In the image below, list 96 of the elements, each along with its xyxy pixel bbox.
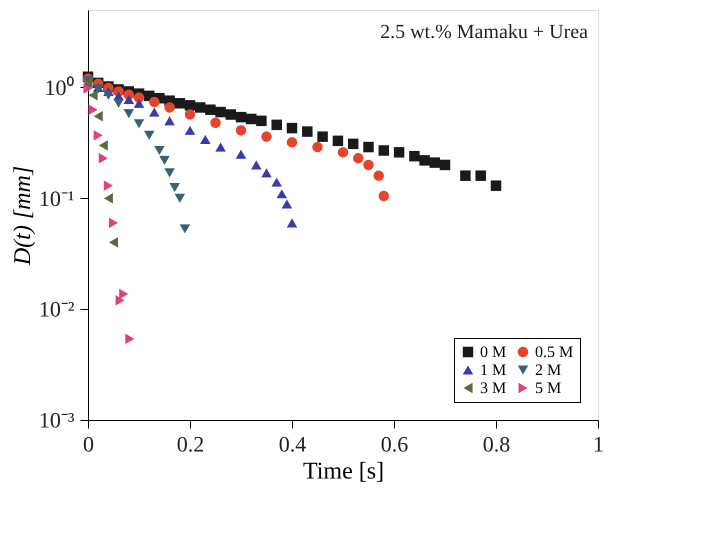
point	[104, 180, 113, 191]
point	[149, 108, 160, 117]
point	[338, 147, 348, 158]
point	[236, 112, 246, 122]
point	[154, 146, 165, 156]
legend-label: 1 M	[480, 362, 506, 379]
point	[144, 130, 154, 140]
point	[286, 137, 298, 148]
point	[104, 193, 113, 204]
point	[276, 189, 288, 198]
x-tick-label: 0.8	[482, 432, 510, 456]
x-tick-label: 0.2	[176, 432, 204, 456]
point	[286, 122, 298, 134]
point	[184, 100, 196, 111]
point	[180, 224, 190, 234]
point	[475, 170, 486, 181]
point	[312, 142, 323, 152]
point	[373, 170, 384, 181]
point	[256, 116, 267, 126]
point	[164, 168, 175, 178]
point	[419, 155, 430, 166]
point	[103, 90, 114, 100]
x-tick-label: 0.4	[278, 432, 306, 456]
point	[348, 138, 358, 150]
point	[164, 116, 175, 126]
legend-label: 0.5 M	[535, 344, 574, 361]
legend-label: 2 M	[535, 362, 562, 379]
point	[332, 136, 344, 146]
legend-label: 3 M	[480, 380, 506, 397]
point	[108, 218, 118, 228]
y-tick-label: 10⁻²	[38, 296, 75, 322]
point	[215, 106, 226, 118]
point	[210, 118, 221, 128]
point	[378, 145, 390, 156]
point	[184, 126, 196, 135]
annotation: 2.5 wt.% Mamaku + Urea	[380, 21, 588, 43]
point	[94, 111, 103, 122]
point	[430, 157, 440, 168]
point	[378, 190, 390, 202]
point	[440, 160, 450, 170]
point	[353, 152, 364, 164]
point	[83, 83, 93, 94]
point	[149, 96, 160, 108]
x-tick-label: 0.6	[380, 432, 408, 456]
point	[164, 102, 175, 113]
point	[119, 288, 128, 300]
point	[271, 178, 282, 187]
point	[261, 168, 272, 178]
point	[134, 98, 144, 108]
y-tick-label: 10⁻¹	[38, 186, 74, 211]
point	[169, 183, 180, 192]
point	[194, 102, 206, 113]
point	[205, 104, 216, 115]
point	[302, 126, 313, 137]
point	[409, 150, 420, 162]
point	[282, 199, 292, 208]
point	[236, 150, 246, 159]
point	[108, 237, 118, 248]
point	[174, 98, 186, 109]
point	[94, 130, 103, 141]
point	[317, 131, 328, 142]
point	[363, 142, 374, 152]
point	[159, 156, 170, 165]
point	[134, 119, 144, 128]
legend-label: 0 M	[480, 344, 506, 361]
point	[98, 140, 108, 151]
x-tick-label: 0	[83, 432, 94, 456]
point	[226, 109, 236, 120]
point	[261, 131, 272, 142]
y-tick-label: 10⁰	[44, 74, 74, 100]
y-tick-label: 10⁻³	[38, 408, 75, 432]
point	[200, 134, 211, 144]
point	[490, 180, 502, 191]
point	[460, 170, 471, 181]
point	[215, 142, 226, 152]
point	[124, 94, 134, 104]
y-axis-title: D(t) [mm]	[10, 166, 36, 266]
point	[271, 120, 282, 130]
point	[113, 98, 124, 108]
point	[88, 90, 98, 101]
point	[184, 109, 196, 120]
point	[174, 194, 186, 203]
point	[116, 295, 125, 306]
point	[286, 218, 298, 228]
legend-label: 5 M	[535, 380, 562, 397]
point	[98, 152, 108, 164]
point	[246, 114, 256, 124]
x-tick-label: 1	[593, 432, 604, 456]
point	[124, 109, 134, 118]
point	[236, 125, 246, 136]
x-axis-title: Time [s]	[302, 458, 384, 484]
point	[251, 160, 262, 170]
point	[394, 147, 404, 158]
point	[363, 160, 374, 170]
point	[88, 104, 98, 115]
point	[125, 334, 134, 344]
